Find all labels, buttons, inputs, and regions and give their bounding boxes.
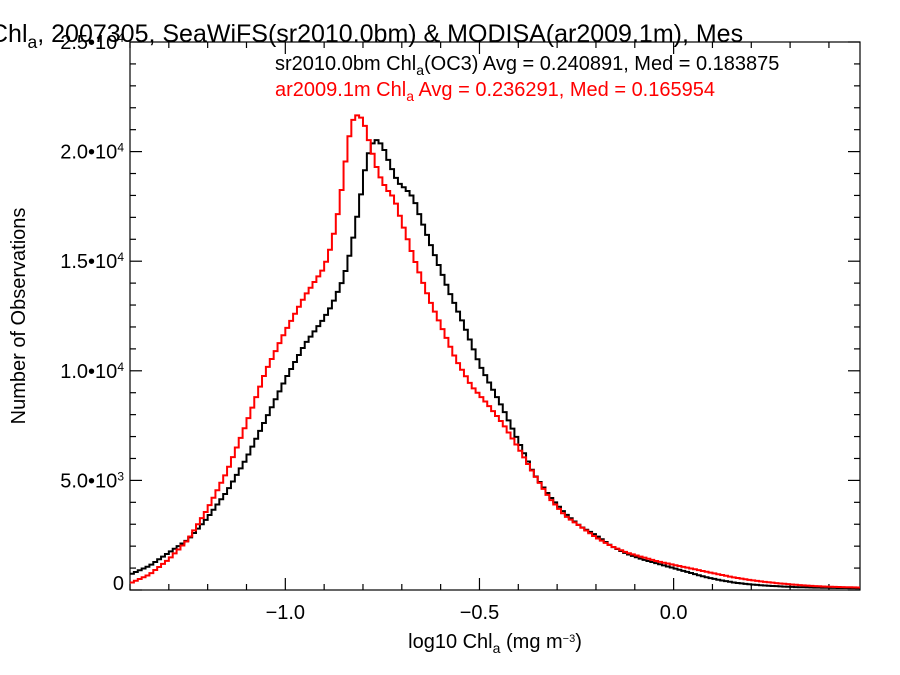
- y-tick-exponent: 4: [117, 141, 124, 155]
- series-line-2: [130, 114, 860, 589]
- legend-entry: ar2009.1m Chla Avg = 0.236291, Med = 0.1…: [275, 79, 715, 104]
- supscript-segment: −3: [563, 633, 576, 645]
- y-tick-label: 1.0•104: [60, 360, 124, 383]
- text-segment: log10 Chl: [408, 631, 493, 653]
- y-axis-label: Number of Observations: [8, 208, 30, 425]
- y-tick-mantissa: 1.5•10: [60, 251, 117, 273]
- subscript-segment: a: [406, 88, 414, 104]
- legend: sr2010.0bm Chla(OC3) Avg = 0.240891, Med…: [275, 53, 779, 104]
- y-tick-label: 1.5•104: [60, 250, 124, 273]
- text-segment: sr2010.0bm Chl: [275, 53, 416, 75]
- series-line-1: [130, 139, 860, 590]
- text-segment: ar2009.1m Chl: [275, 79, 406, 101]
- text-segment: (mg m: [500, 631, 562, 653]
- subscript-segment: a: [493, 640, 501, 656]
- y-tick-mantissa: 5.0•10: [60, 470, 117, 492]
- series-lines: [130, 114, 860, 590]
- text-segment: Chl: [0, 20, 28, 48]
- text-segment: (OC3) Avg = 0.240891, Med = 0.183875: [424, 53, 779, 75]
- legend-entry: sr2010.0bm Chla(OC3) Avg = 0.240891, Med…: [275, 53, 779, 78]
- y-tick-mantissa: 2.0•10: [60, 142, 117, 164]
- subscript-segment: a: [416, 62, 424, 78]
- text-segment: ): [575, 631, 582, 653]
- text-segment: , 2007305, SeaWiFS(sr2010.0bm) & MODISA(…: [37, 20, 743, 48]
- x-tick-label: −1.0: [266, 602, 305, 624]
- y-tick-exponent: 4: [117, 31, 124, 45]
- x-tick-label: 0.0: [660, 602, 688, 624]
- y-tick-label: 2.0•104: [60, 141, 124, 164]
- y-tick-label: 2.5•104: [60, 31, 124, 54]
- y-tick-label: 5.0•103: [60, 469, 124, 492]
- y-tick-exponent: 4: [117, 360, 124, 374]
- y-tick-label: 0: [113, 573, 124, 595]
- text-segment: Avg = 0.236291, Med = 0.165954: [414, 79, 715, 101]
- x-axis: −1.0 −0.5 0.0: [129, 42, 830, 624]
- y-tick-exponent: 4: [117, 250, 124, 264]
- x-axis-label: log10 Chla (mg m−3): [408, 631, 582, 656]
- y-tick-mantissa: 0: [113, 573, 124, 595]
- y-tick-mantissa: 2.5•10: [60, 32, 117, 54]
- x-tick-label: −0.5: [460, 602, 499, 624]
- y-tick-mantissa: 1.0•10: [60, 361, 117, 383]
- subscript-segment: a: [28, 32, 38, 52]
- chart-title: Chla, 2007305, SeaWiFS(sr2010.0bm) & MOD…: [0, 20, 743, 52]
- plot-frame: [129, 41, 861, 591]
- plot-area: −1.0 −0.5 0.0 05.0•1031.0•1041.5•1042.0•10…: [60, 31, 861, 624]
- y-tick-exponent: 3: [117, 469, 124, 483]
